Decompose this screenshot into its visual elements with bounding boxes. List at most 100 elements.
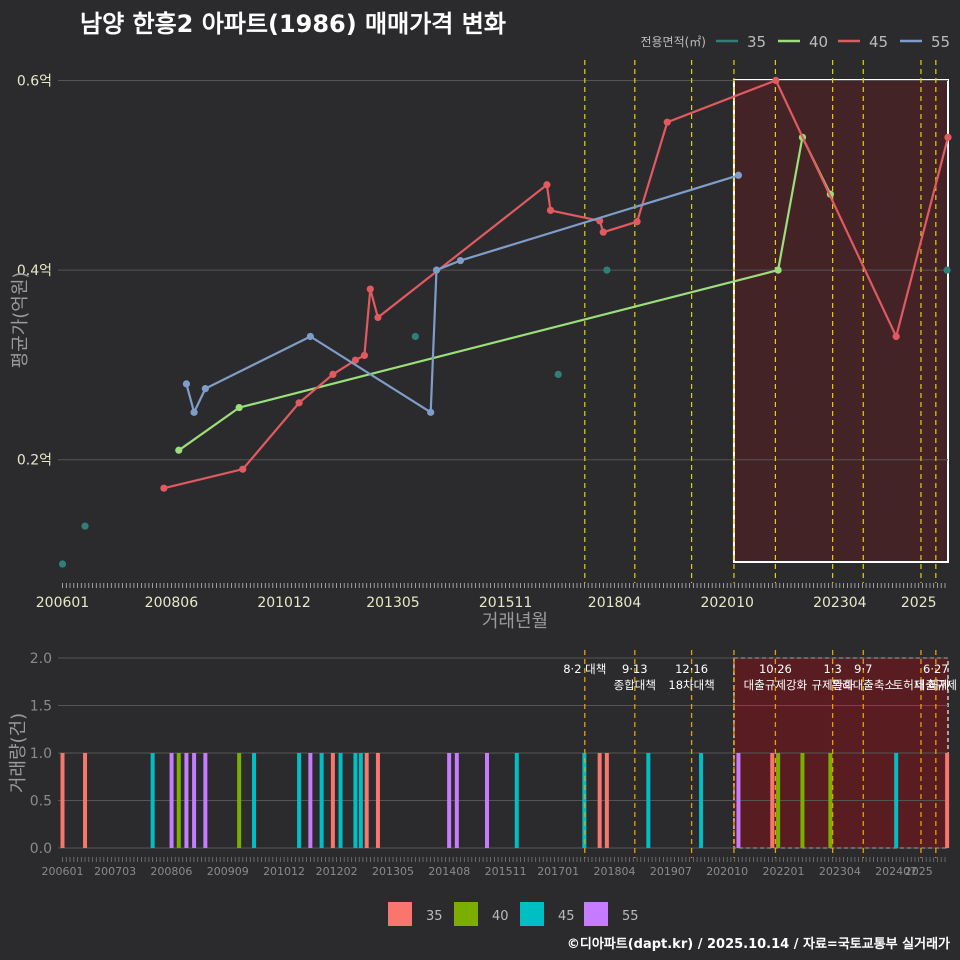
x-tick-label: 200703 [94,865,136,878]
data-point-45 [160,484,168,492]
bar-55 [447,753,452,848]
bar-55 [736,753,741,848]
legend-label-40: 40 [809,33,828,51]
legend-key-45 [520,902,544,926]
data-point-55 [427,408,435,416]
bar-55 [308,753,313,848]
data-point-35 [554,370,562,378]
data-point-55 [201,385,209,393]
x-tick-label: 201305 [372,865,414,878]
x-tick-label: 201804 [594,865,636,878]
data-point-35 [81,522,89,530]
data-point-40 [175,446,183,454]
legend-title: 전용면적(㎡) [640,35,706,49]
x-minor-ticks [62,583,946,588]
bar-45 [514,753,519,848]
legend-label-35: 35 [426,909,443,924]
price-line-chart: 0.2억 0.4억 0.6억 200601 200806 201012 201305 2015… [10,33,952,632]
y-tick-label: 0.5 [30,794,52,810]
y-tick-label: 0.0 [30,841,52,857]
policy-label: 대출규제 [915,678,957,692]
bar-40 [828,753,833,848]
bar-55 [184,753,189,848]
legend-label-55: 55 [931,33,950,51]
data-point-55 [432,266,441,274]
x-tick-label: 202201 [763,865,805,878]
bar-55 [485,753,490,848]
data-point-45 [366,285,374,293]
legend-label-40: 40 [492,909,509,924]
x-tick-label: 2025 [901,595,937,611]
data-point-45 [633,218,641,226]
bar-35 [364,753,369,848]
y-tick-label: 2.0 [30,651,52,667]
x-tick-label: 201408 [428,865,470,878]
y-axis-title: 거래량(건) [8,713,29,793]
highlight-region [733,80,948,562]
chart-title: 남양 한흥2 아파트(1986) 매매가격 변화 [80,10,506,38]
policy-label: 18차대책 [668,678,714,692]
legend-label-35: 35 [747,33,766,51]
y-tick-label: 0.2억 [17,453,52,469]
policy-label: 12·16 [675,662,708,676]
legend-key-55 [584,902,608,926]
data-point-55 [456,257,465,265]
data-point-45 [772,76,780,85]
series-line-55 [185,174,739,416]
policy-label: 토허제 해제 [893,678,950,692]
x-tick-label: 201907 [650,865,692,878]
x-tick-label: 202304 [813,595,867,611]
x-tick-label: 200601 [42,865,84,878]
data-point-40 [774,266,782,274]
bar-35 [83,753,88,848]
data-point-45 [663,118,671,126]
bar-35 [604,753,609,848]
bar-40 [776,753,781,848]
x-tick-label: 2025 [905,865,933,878]
x-minor-ticks [62,857,946,862]
x-tick-label: 201804 [588,595,642,611]
legend-key-35 [388,902,412,926]
policy-label: 6·27 [923,662,949,676]
x-tick-label: 201701 [537,865,579,878]
bar-40 [237,753,242,848]
bar-45 [358,753,363,848]
bar-35 [375,753,380,848]
data-point-45 [351,356,360,364]
x-tick-label: 201012 [263,865,305,878]
bar-35 [945,753,950,848]
y-tick-label: 1.0 [30,746,52,762]
bar-55 [169,753,174,848]
data-point-45 [546,206,555,214]
bar-45 [297,753,302,848]
policy-label: 9·7 [854,662,872,676]
x-tick-label: 201012 [257,595,310,611]
bar-40 [800,753,805,848]
data-point-35 [603,266,611,274]
policy-label: 8·2 대책 [563,662,606,676]
bar-45 [646,753,651,848]
data-point-55 [306,332,314,341]
x-tick-label: 200909 [207,865,249,878]
bar-35 [770,753,775,848]
bar-45 [353,753,358,848]
bar-35 [597,753,602,848]
policy-label: 9·13 [622,662,648,676]
data-point-40 [235,403,243,412]
bar-55 [203,753,208,848]
legend-key-40 [454,902,478,926]
bar-55 [454,753,459,848]
y-axis-title: 평균가(억원) [10,272,31,369]
bar-35 [60,753,65,848]
bar-45 [894,753,899,848]
x-tick-label: 200806 [150,865,192,878]
bar-45 [338,753,343,848]
y-tick-label: 0.4억 [17,263,52,279]
data-point-45 [944,133,952,141]
data-point-55 [734,171,743,179]
x-tick-label: 200601 [36,595,89,611]
bar-45 [699,753,704,848]
x-tick-label: 202010 [700,595,753,611]
data-point-45 [360,351,369,360]
